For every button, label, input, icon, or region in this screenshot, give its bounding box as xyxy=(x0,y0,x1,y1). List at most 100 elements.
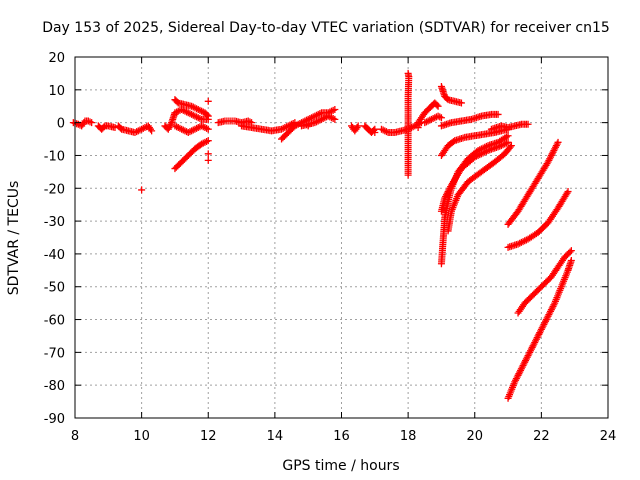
data-point xyxy=(545,311,553,319)
data-point xyxy=(537,325,545,333)
data-point xyxy=(442,191,450,199)
data-point xyxy=(134,127,142,135)
data-point xyxy=(411,122,419,130)
data-point xyxy=(184,128,192,136)
data-point xyxy=(138,125,146,133)
data-point xyxy=(437,114,445,122)
data-point xyxy=(173,123,181,131)
x-axis-label: GPS time / hours xyxy=(282,458,399,474)
x-tick-label: 8 xyxy=(71,429,79,444)
data-point xyxy=(284,122,292,130)
data-point xyxy=(477,150,485,158)
data-point xyxy=(536,329,544,337)
data-point xyxy=(319,115,327,123)
data-point xyxy=(193,105,201,113)
data-point xyxy=(512,376,520,384)
data-point xyxy=(354,122,362,130)
data-point xyxy=(313,118,321,126)
data-point xyxy=(446,184,454,192)
data-point xyxy=(194,124,202,132)
data-point xyxy=(313,111,321,119)
data-point xyxy=(531,339,539,347)
data-point xyxy=(188,102,196,110)
data-point xyxy=(304,122,312,130)
data-point xyxy=(178,125,186,133)
data-point xyxy=(527,347,535,355)
data-point xyxy=(186,110,194,118)
data-point xyxy=(329,106,337,114)
data-point xyxy=(138,186,146,194)
data-point xyxy=(204,156,212,164)
y-tick-label: -30 xyxy=(44,215,65,230)
data-point xyxy=(521,237,529,245)
data-point xyxy=(517,365,525,373)
data-point xyxy=(542,317,550,325)
data-point xyxy=(204,150,212,158)
y-tick-label: 20 xyxy=(48,51,65,66)
data-point xyxy=(564,188,572,196)
x-tick-label: 12 xyxy=(200,429,217,444)
data-point xyxy=(198,107,206,115)
y-tick-label: -80 xyxy=(44,379,65,394)
data-point xyxy=(535,330,543,338)
data-point xyxy=(188,127,196,135)
data-point xyxy=(424,117,432,125)
data-point xyxy=(311,112,319,120)
data-point xyxy=(427,115,435,123)
y-tick-label: -20 xyxy=(44,182,65,197)
data-point xyxy=(527,345,535,353)
data-point xyxy=(201,138,209,146)
data-point xyxy=(528,343,536,351)
data-point xyxy=(179,126,187,134)
data-point xyxy=(502,133,510,141)
data-point xyxy=(204,97,212,105)
data-point xyxy=(199,139,207,147)
data-point xyxy=(414,124,422,132)
data-point xyxy=(552,142,560,150)
data-point xyxy=(507,142,515,150)
data-point xyxy=(426,116,434,124)
data-point xyxy=(517,238,525,246)
data-point xyxy=(133,128,141,136)
data-point xyxy=(201,124,209,132)
data-point xyxy=(204,137,212,145)
data-point xyxy=(543,314,551,322)
data-point xyxy=(550,301,558,309)
data-point xyxy=(331,115,339,123)
data-point xyxy=(554,138,562,146)
data-point xyxy=(183,108,191,116)
data-point xyxy=(379,126,387,134)
data-point xyxy=(316,116,324,124)
data-point xyxy=(436,113,444,121)
data-point xyxy=(481,148,489,156)
data-point xyxy=(522,355,530,363)
data-point xyxy=(512,375,520,383)
data-point xyxy=(181,107,189,115)
data-point xyxy=(422,118,430,126)
data-point xyxy=(520,360,528,368)
data-point xyxy=(539,322,547,330)
data-point xyxy=(382,128,390,136)
data-point xyxy=(194,114,202,122)
data-point xyxy=(550,147,558,155)
data-point xyxy=(540,320,548,328)
data-point xyxy=(88,119,96,127)
data-point xyxy=(278,125,286,133)
data-point xyxy=(191,104,199,112)
data-point xyxy=(431,114,439,122)
data-point xyxy=(434,102,442,110)
x-tick-label: 22 xyxy=(533,429,550,444)
data-point xyxy=(525,350,533,358)
data-point xyxy=(294,120,302,128)
data-point xyxy=(567,256,575,264)
data-point xyxy=(318,115,326,123)
data-point xyxy=(548,150,556,158)
data-point xyxy=(472,152,480,160)
data-point xyxy=(203,138,211,146)
data-point xyxy=(198,122,206,130)
y-tick-label: -60 xyxy=(44,314,65,329)
data-point xyxy=(547,153,555,161)
data-point xyxy=(515,370,523,378)
data-point xyxy=(549,302,557,310)
data-point xyxy=(548,304,556,312)
